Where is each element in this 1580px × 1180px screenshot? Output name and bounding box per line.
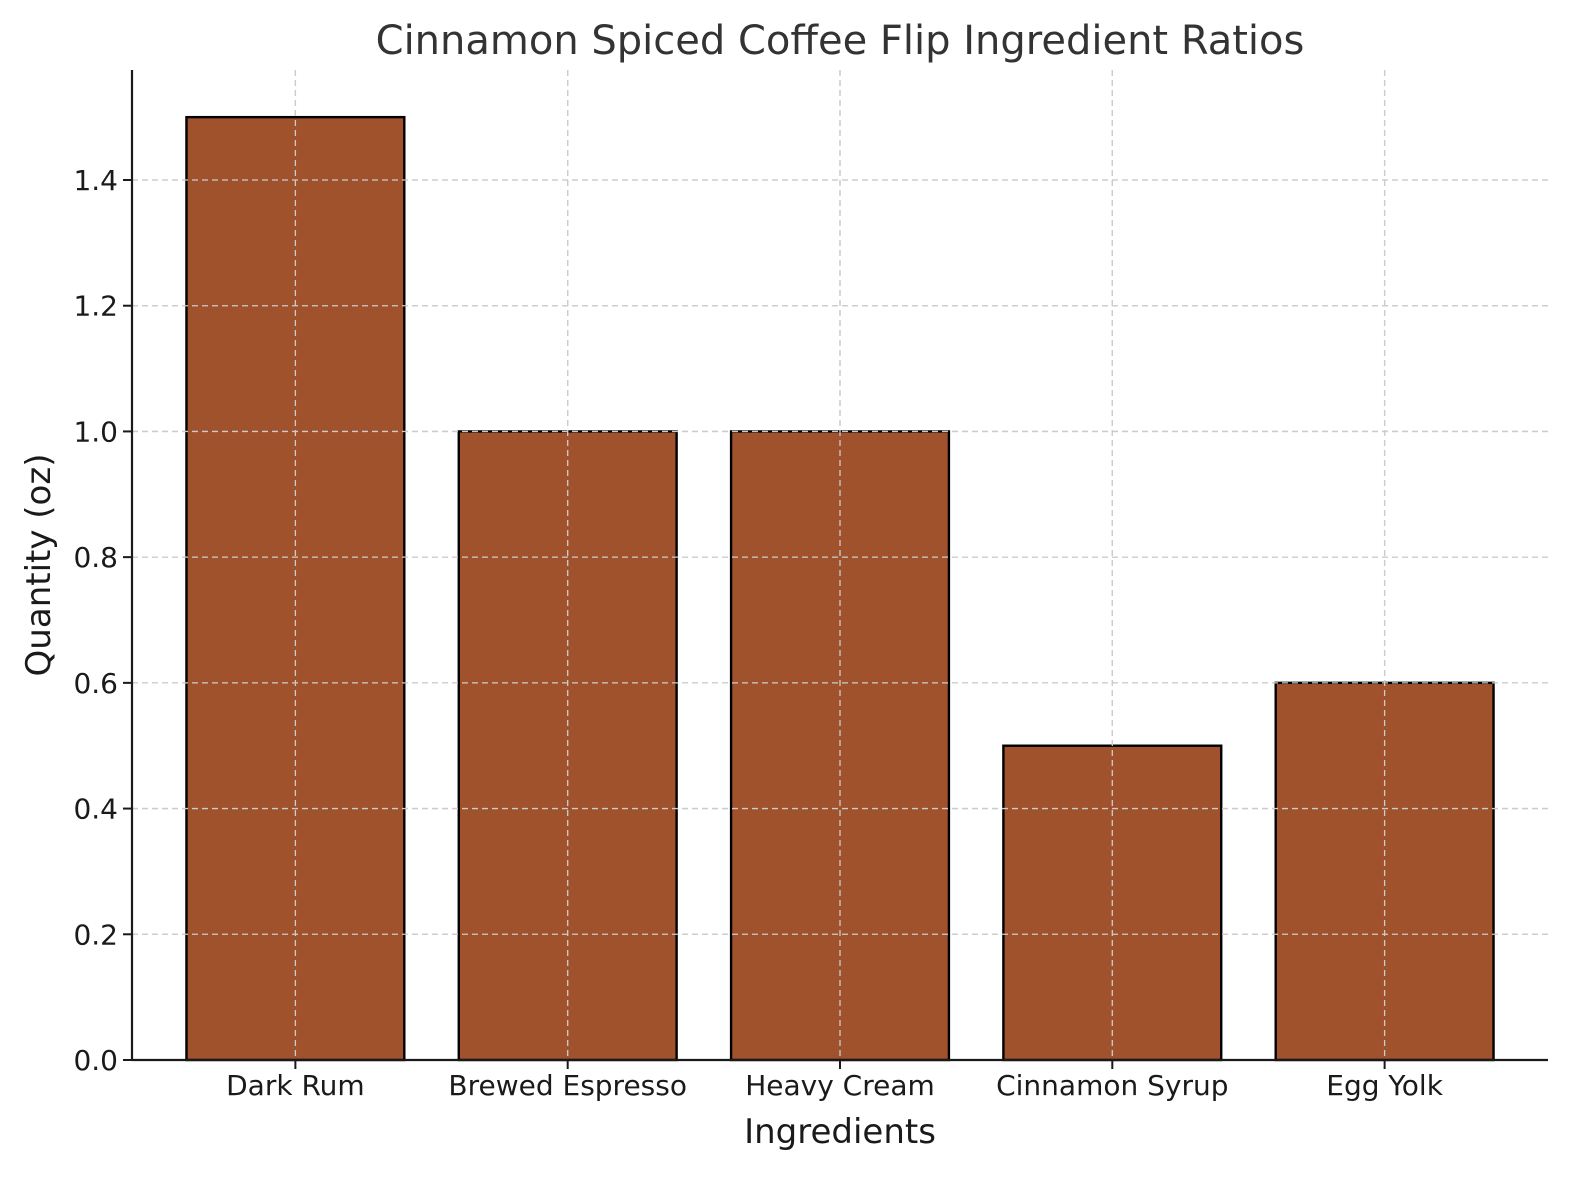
y-tick-label: 0.8 <box>73 541 118 574</box>
y-tick-label: 0.6 <box>73 667 118 700</box>
x-ticks: Dark Rum Brewed Espresso Heavy Cream Cinnam… <box>226 1060 1444 1102</box>
y-ticks: 0.0 0.2 0.4 0.6 0.8 1.0 1.2 1.4 <box>73 164 132 1077</box>
y-axis-label: Quantity (oz) <box>19 454 59 677</box>
y-tick-label: 0.2 <box>73 918 118 951</box>
y-tick-label: 1.0 <box>73 415 118 448</box>
y-tick-label: 1.2 <box>73 290 118 323</box>
x-tick-label: Brewed Espresso <box>448 1069 687 1102</box>
bars <box>132 70 1548 1062</box>
x-tick-label: Cinnamon Syrup <box>996 1069 1228 1102</box>
y-tick-label: 0.0 <box>73 1044 118 1077</box>
x-tick-label: Heavy Cream <box>745 1069 935 1102</box>
chart-title: Cinnamon Spiced Coffee Flip Ingredient R… <box>376 18 1305 64</box>
y-tick-label: 1.4 <box>73 164 118 197</box>
x-tick-label: Egg Yolk <box>1326 1069 1443 1102</box>
bar-dark-rum <box>185 115 406 1062</box>
y-tick-label: 0.4 <box>73 793 118 826</box>
x-axis-label: Ingredients <box>744 1112 936 1152</box>
x-tick-label: Dark Rum <box>226 1069 365 1102</box>
